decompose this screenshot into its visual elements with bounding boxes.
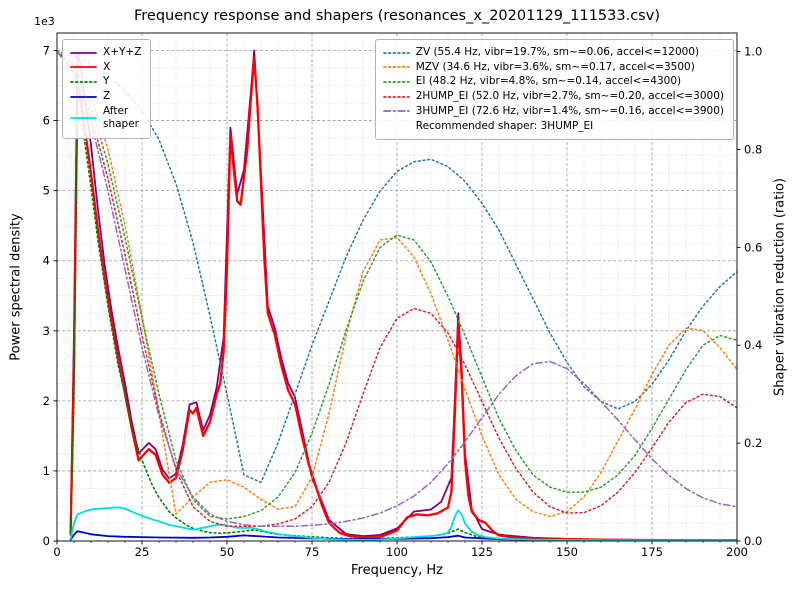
y-left-tick-label: 3 — [43, 324, 50, 338]
legend-item-2hump_ei: 2HUMP_EI (52.0 Hz, vibr=2.7%, sm~=0.20, … — [382, 89, 724, 104]
y-left-tick-label: 7 — [43, 44, 50, 58]
x-tick-label: 200 — [726, 545, 748, 559]
y-left-tick-label: 5 — [43, 184, 50, 198]
x-tick-label: 75 — [305, 545, 320, 559]
x-tick-label: 0 — [53, 545, 60, 559]
legend-label: After shaper — [103, 104, 140, 131]
legend-item-zv: ZV (55.4 Hz, vibr=19.7%, sm~=0.06, accel… — [382, 46, 724, 60]
y-axis-label-right: Shaper vibration reduction (ratio) — [772, 178, 788, 396]
legend-label: 3HUMP_EI (72.6 Hz, vibr=1.4%, sm~=0.16, … — [415, 104, 724, 117]
series-after-shaper — [69, 506, 737, 541]
legend-shapers: ZV (55.4 Hz, vibr=19.7%, sm~=0.06, accel… — [374, 39, 734, 140]
y-right-tick-label: 0.2 — [744, 436, 762, 450]
y-left-tick-label: 2 — [43, 394, 50, 408]
y-right-tick-label: 1.0 — [744, 45, 762, 59]
recommended-shaper-note: Recommended shaper: 3HUMP_EI — [415, 120, 594, 133]
legend-line-sample — [382, 66, 410, 69]
x-tick-label: 150 — [556, 545, 578, 559]
legend-label: Y — [103, 75, 110, 88]
y-right-tick-label: 0.4 — [744, 338, 762, 352]
legend-item-x: X — [70, 61, 141, 75]
series-ei — [57, 50, 737, 520]
x-tick-label: 125 — [471, 545, 493, 559]
y-left-tick-label: 6 — [43, 114, 50, 128]
series-mzv — [57, 50, 737, 518]
legend-line-sample — [70, 117, 97, 120]
legend-item-ei: EI (48.2 Hz, vibr=4.8%, sm~=0.14, accel<… — [382, 75, 724, 89]
legend-item-z: Z — [70, 90, 141, 104]
legend-line-sample — [70, 51, 97, 54]
legend-line-sample — [382, 51, 410, 54]
series-3hump_ei — [57, 50, 737, 528]
legend-item-3hump_ei: 3HUMP_EI (72.6 Hz, vibr=1.4%, sm~=0.16, … — [382, 104, 724, 119]
series-x+y+z — [69, 49, 737, 541]
y-right-tick-label: 0.0 — [744, 534, 762, 548]
x-tick-label: 50 — [220, 545, 235, 559]
y-axis-offset-label: 1e3 — [34, 15, 55, 28]
legend-line-sample — [382, 95, 410, 98]
y-right-tick-label: 0.6 — [744, 240, 762, 254]
x-tick-label: 100 — [386, 545, 408, 559]
legend-line-sample — [70, 95, 97, 98]
legend-label: X — [103, 60, 111, 73]
legend-item-after-shaper: After shaper — [70, 105, 141, 132]
legend-label: X+Y+Z — [103, 46, 142, 58]
series-group — [57, 49, 737, 541]
legend-label: Z — [103, 89, 111, 102]
series-zv — [57, 50, 737, 484]
y-right-tick-label: 0.8 — [744, 142, 762, 156]
legend-label: MZV (34.6 Hz, vibr=3.6%, sm~=0.17, accel… — [415, 60, 695, 73]
legend-psd: X+Y+Z X Y Z After shaper — [62, 39, 152, 139]
x-axis-label: Frequency, Hz — [350, 563, 444, 578]
legend-item-x+y+z: X+Y+Z — [70, 46, 141, 60]
x-tick-label: 25 — [135, 545, 150, 559]
y-left-tick-label: 0 — [43, 534, 50, 548]
legend-item-y: Y — [70, 75, 141, 89]
legend-line-sample — [382, 81, 410, 83]
legend-item-mzv: MZV (34.6 Hz, vibr=3.6%, sm~=0.17, accel… — [382, 60, 724, 75]
chart-title: Frequency response and shapers (resonanc… — [134, 8, 660, 24]
y-axis-label-left: Power spectral density — [8, 213, 24, 361]
legend-label: EI (48.2 Hz, vibr=4.8%, sm~=0.14, accel<… — [415, 75, 682, 88]
series-x — [69, 56, 737, 541]
legend-line-sample — [70, 81, 97, 83]
legend-line-sample — [70, 66, 97, 69]
x-tick-label: 175 — [641, 545, 663, 559]
legend-label: ZV (55.4 Hz, vibr=19.7%, sm~=0.06, accel… — [415, 46, 700, 58]
y-left-tick-label: 1 — [43, 464, 50, 478]
y-left-tick-label: 4 — [43, 254, 50, 268]
legend-label: 2HUMP_EI (52.0 Hz, vibr=2.7%, sm~=0.20, … — [415, 89, 724, 102]
legend-line-sample — [382, 110, 410, 113]
